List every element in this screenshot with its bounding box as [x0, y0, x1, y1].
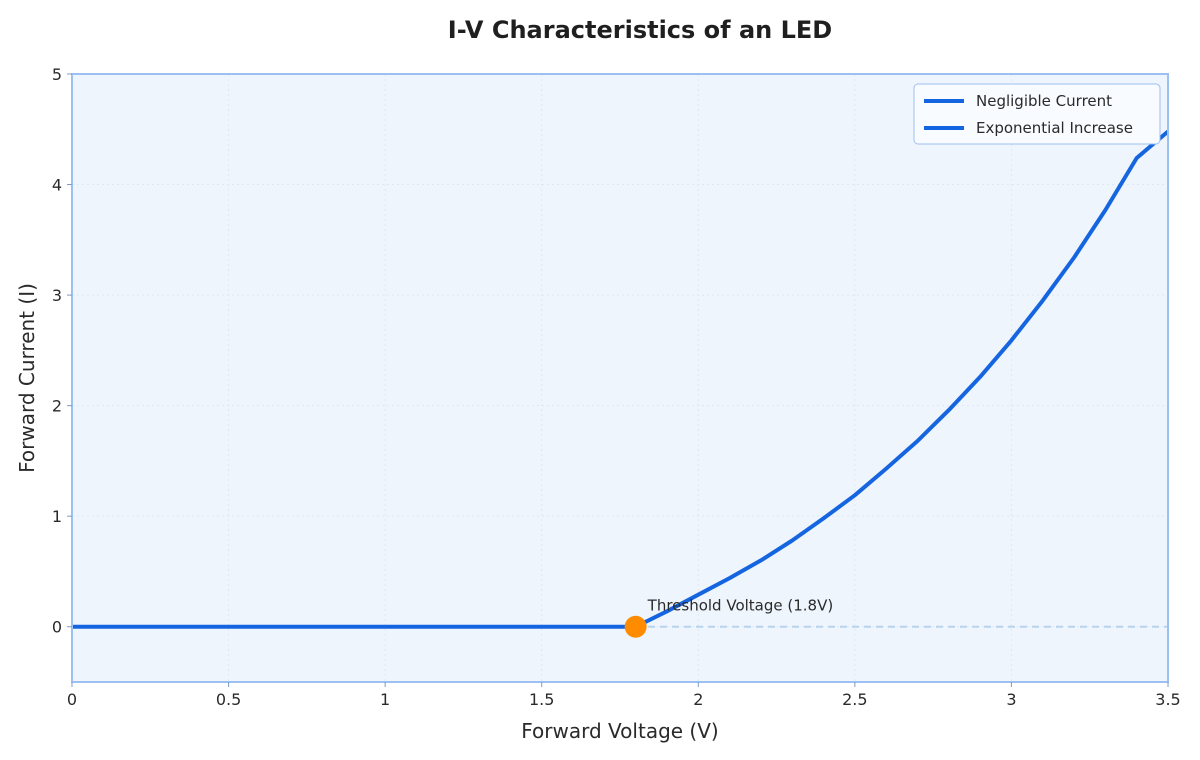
- y-tick-label-1: 1: [52, 507, 62, 526]
- threshold-point: [624, 615, 647, 638]
- x-tick-label-1: 0.5: [216, 690, 241, 709]
- plot-background: [72, 74, 1168, 682]
- y-tick-label-2: 2: [52, 397, 62, 416]
- x-tick-label-7: 3.5: [1155, 690, 1180, 709]
- x-tick-label-4: 2: [693, 690, 703, 709]
- threshold-annotation: Threshold Voltage (1.8V): [647, 597, 834, 615]
- x-tick-label-5: 2.5: [842, 690, 867, 709]
- x-tick-label-2: 1: [380, 690, 390, 709]
- x-tick-label-0: 0: [67, 690, 77, 709]
- y-tick-label-4: 4: [52, 176, 62, 195]
- legend-box: [913, 83, 1161, 145]
- x-tick-label-3: 1.5: [529, 690, 554, 709]
- legend: Negligible Current Exponential Increase: [913, 83, 1161, 145]
- chart-title: I-V Characteristics of an LED: [448, 16, 832, 44]
- y-axis-label: Forward Current (I): [15, 283, 39, 473]
- x-tick-label-6: 3: [1006, 690, 1016, 709]
- plot-frame: [71, 73, 1169, 683]
- ticks: 0 0.5 1 1.5 2 2.5 3 3.5 0 1 2 3 4 5: [52, 65, 1181, 709]
- x-axis-label: Forward Voltage (V): [521, 719, 718, 743]
- series-layer: [72, 129, 1170, 638]
- y-tick-label-0: 0: [52, 618, 62, 637]
- y-tick-label-3: 3: [52, 286, 62, 305]
- legend-label-exponential-increase: Exponential Increase: [976, 119, 1133, 137]
- series-line-1: [634, 129, 1170, 629]
- y-tick-label-5: 5: [52, 65, 62, 84]
- grid: [72, 74, 1168, 682]
- legend-label-negligible-current: Negligible Current: [976, 92, 1112, 110]
